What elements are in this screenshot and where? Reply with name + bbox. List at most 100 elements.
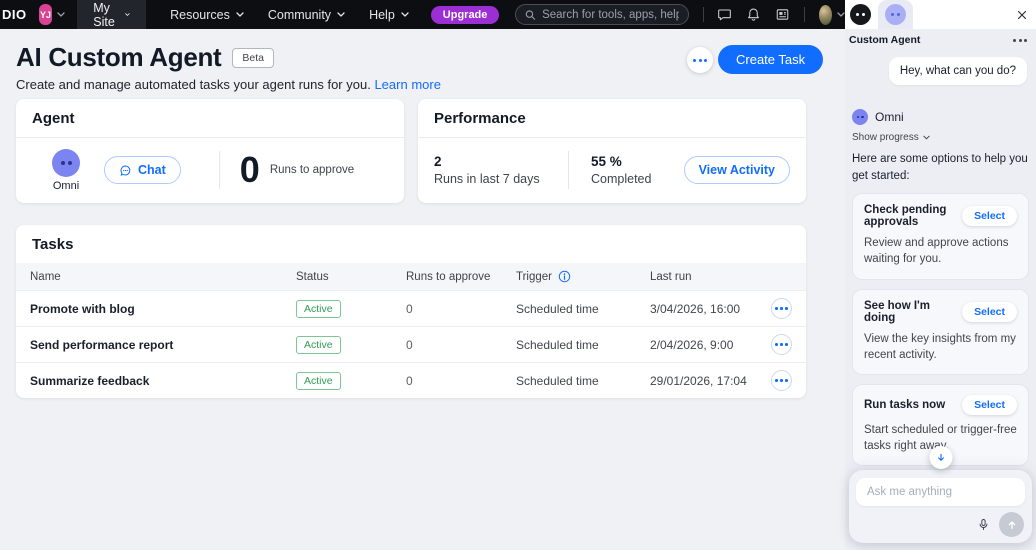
completed-label: Completed	[591, 172, 652, 186]
completed-stat: 55 % Completed	[591, 154, 651, 186]
row-actions-button[interactable]	[771, 298, 792, 319]
agent-intro-text: Here are some options to help you get st…	[852, 153, 1028, 182]
task-last-run: 3/04/2026, 16:00	[650, 301, 741, 316]
divider	[568, 151, 569, 189]
col-last-run[interactable]: Last run	[650, 270, 692, 283]
assistant-tab-omni[interactable]	[878, 0, 913, 29]
ellipsis-icon	[775, 307, 788, 310]
chat-input[interactable]	[856, 478, 1025, 506]
task-runs: 0	[406, 337, 413, 352]
option-card: Check pending approvals Select Review an…	[852, 193, 1029, 280]
workspace-chevron-down-icon[interactable]	[57, 12, 65, 17]
create-task-button[interactable]: Create Task	[718, 45, 824, 74]
table-row[interactable]: Promote with blog Active 0 Scheduled tim…	[16, 290, 806, 326]
task-runs: 0	[406, 301, 413, 316]
arrow-down-icon	[937, 453, 944, 461]
table-row[interactable]: Summarize feedback Active 0 Scheduled ti…	[16, 362, 806, 398]
user-avatar[interactable]	[819, 4, 833, 25]
option-description: View the key insights from my recent act…	[864, 332, 1016, 361]
chat-more-button[interactable]	[1013, 38, 1027, 42]
agent-avatar-block: Omni	[52, 148, 80, 192]
send-button[interactable]	[999, 512, 1024, 537]
workspace-avatar[interactable]: YJ	[38, 4, 53, 25]
row-actions-button[interactable]	[771, 334, 792, 355]
task-last-run: 2/04/2026, 9:00	[650, 337, 734, 352]
task-runs: 0	[406, 373, 413, 388]
agent-card-title: Agent	[16, 99, 404, 138]
col-status[interactable]: Status	[296, 270, 329, 283]
select-button[interactable]: Select	[962, 394, 1017, 415]
omni-icon	[885, 4, 906, 25]
chevron-down-icon	[923, 135, 930, 140]
task-name: Promote with blog	[30, 301, 135, 316]
chevron-down-icon	[401, 12, 409, 17]
runs-to-approve-label: Runs to approve	[269, 164, 355, 176]
agent-name: Omni	[52, 179, 80, 192]
nav-resources[interactable]: Resources	[170, 8, 244, 22]
nav-help[interactable]: Help	[369, 8, 409, 22]
tasks-card: Tasks Name Status Runs to approve Trigge…	[16, 225, 806, 398]
top-navigation-bar: DIO YJ My Site Resources Community Help …	[0, 0, 845, 29]
main-content: AI Custom Agent Beta Create and manage a…	[0, 29, 845, 550]
info-icon[interactable]	[558, 270, 571, 283]
omni-avatar	[852, 109, 868, 125]
view-activity-button[interactable]: View Activity	[683, 156, 790, 184]
account-chevron-down-icon[interactable]	[837, 12, 845, 17]
col-runs-to-approve[interactable]: Runs to approve	[406, 270, 491, 283]
divider	[702, 7, 704, 22]
chat-panel: Custom Agent Hey, what can you do? Omni …	[845, 0, 1036, 550]
runs-stat: 2 Runs in last 7 days	[434, 154, 568, 186]
global-search[interactable]	[515, 4, 689, 25]
studio-logo: DIO	[2, 7, 27, 22]
chevron-down-icon	[125, 13, 130, 16]
table-row[interactable]: Send performance report Active 0 Schedul…	[16, 326, 806, 362]
news-panel-icon[interactable]	[775, 7, 790, 22]
task-name: Summarize feedback	[30, 373, 150, 388]
select-button[interactable]: Select	[962, 206, 1017, 227]
status-badge: Active	[296, 299, 341, 318]
option-card: See how I'm doing Select View the key in…	[852, 288, 1029, 375]
search-icon	[526, 9, 536, 20]
status-badge: Active	[296, 371, 341, 390]
option-title: Run tasks now	[864, 398, 946, 411]
messages-icon[interactable]	[717, 7, 732, 22]
chat-composer	[849, 470, 1032, 543]
task-trigger: Scheduled time	[516, 301, 599, 316]
assistant-tab-dark[interactable]	[850, 4, 871, 25]
tasks-table-header: Name Status Runs to approve Trigger Last…	[16, 263, 806, 290]
notifications-bell-icon[interactable]	[746, 7, 761, 22]
runs-label: Runs in last 7 days	[434, 172, 540, 186]
nav-community[interactable]: Community	[268, 8, 345, 22]
close-icon	[1017, 10, 1027, 19]
completed-value: 55 %	[591, 154, 622, 169]
show-progress-toggle[interactable]: Show progress	[852, 132, 1029, 143]
ellipsis-icon	[775, 343, 788, 346]
divider	[804, 7, 806, 22]
mic-icon[interactable]	[977, 518, 990, 531]
close-panel-button[interactable]	[1017, 10, 1027, 20]
nav-my-site[interactable]: My Site	[77, 0, 147, 29]
scroll-to-bottom-button[interactable]	[929, 446, 952, 469]
page-title: AI Custom Agent	[16, 42, 222, 72]
page-more-actions-button[interactable]	[687, 47, 713, 73]
chat-messages[interactable]: Hey, what can you do? Omni Show progress…	[845, 51, 1036, 470]
omni-avatar	[52, 148, 80, 177]
option-title: Check pending approvals	[864, 204, 947, 229]
row-actions-button[interactable]	[771, 370, 792, 391]
search-input[interactable]	[542, 8, 679, 21]
ellipsis-icon	[693, 58, 707, 62]
col-name[interactable]: Name	[30, 270, 61, 283]
col-trigger[interactable]: Trigger	[516, 270, 650, 283]
select-button[interactable]: Select	[962, 301, 1017, 322]
task-last-run: 29/01/2026, 17:04	[650, 373, 747, 388]
performance-card-title: Performance	[418, 99, 806, 138]
task-trigger: Scheduled time	[516, 337, 599, 352]
chat-button[interactable]: Chat	[104, 156, 181, 184]
tasks-card-title: Tasks	[32, 235, 74, 253]
task-trigger: Scheduled time	[516, 373, 599, 388]
learn-more-link[interactable]: Learn more	[374, 77, 441, 92]
chat-bubble-icon	[120, 165, 131, 176]
upgrade-button[interactable]: Upgrade	[430, 5, 500, 24]
option-description: Review and approve actions waiting for y…	[864, 237, 1009, 266]
ellipsis-icon	[775, 379, 788, 382]
